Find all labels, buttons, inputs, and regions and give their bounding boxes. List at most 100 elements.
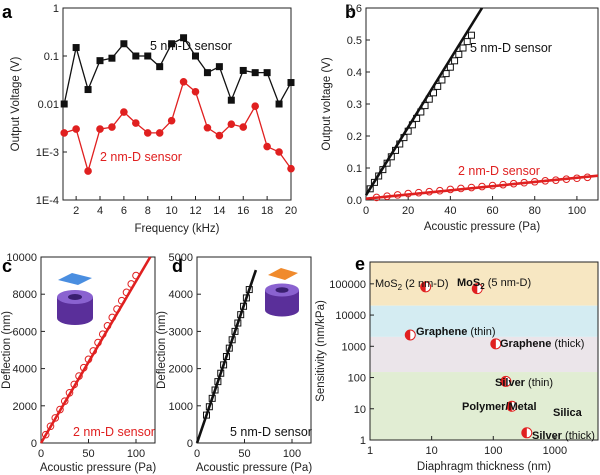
data-point-circle	[251, 102, 259, 110]
data-point-square	[429, 89, 437, 97]
panel-e-x-ticks: 1 10 100 1000	[367, 436, 567, 457]
data-point-circle	[113, 305, 121, 313]
data-point-circle	[372, 193, 381, 202]
data-point-square	[366, 185, 374, 193]
y-tick-label: 2000	[13, 401, 37, 413]
data-point-square	[404, 127, 412, 135]
data-point-square	[240, 302, 248, 310]
mos2-text: MoS	[375, 278, 398, 290]
panel-e-bands	[370, 262, 598, 440]
panel-a-annotation-5nm: 5 nm-D sensor	[150, 39, 232, 53]
data-point-half-fill	[500, 376, 506, 387]
x-tick-label: 12	[189, 205, 201, 217]
data-point-circle	[108, 123, 116, 131]
y-tick-label: 100000	[329, 279, 366, 291]
data-point-square	[168, 40, 176, 48]
data-point-square	[413, 114, 421, 122]
cylinder-membrane-icon	[57, 273, 93, 325]
data-point-circle	[179, 78, 188, 86]
data-point-square	[387, 153, 395, 161]
panel-d-y-ticks: 0 1000 2000 3000 4000 5000	[169, 252, 201, 450]
data-point-half-fill	[420, 281, 426, 292]
data-point-square	[446, 63, 454, 71]
y-tick-label: 6000	[13, 326, 37, 338]
data-point-circle	[446, 185, 455, 194]
panel-d: d 0 1000 2000 3000 4000 5000 0 50 100 Acoustic …	[156, 252, 312, 474]
background-band	[370, 372, 598, 440]
data-point-circle	[143, 129, 152, 137]
panel-e-y-label: Sensitivity (nm/kPa)	[315, 300, 327, 402]
y-tick-label: 1	[360, 435, 366, 447]
data-point-circle	[41, 430, 50, 439]
x-tick-label: 1000	[543, 445, 567, 457]
data-point-circle	[275, 148, 283, 156]
x-tick-label: 20	[285, 205, 297, 217]
y-tick-label: 0.1	[44, 51, 59, 63]
data-point-square	[400, 134, 408, 142]
panel-e-label-mos2-2nm: MoS2 (2 nm-D)	[375, 278, 449, 292]
silver-text: Silver	[532, 430, 563, 442]
data-point-square	[383, 159, 391, 167]
panel-a-x-ticks: 2 4 6 8 10 12 14 16 18 20	[73, 196, 297, 217]
panel-c-frame	[40, 256, 156, 444]
data-point-circle	[94, 338, 102, 347]
data-point-square	[72, 44, 80, 52]
background-band	[370, 262, 598, 306]
data-point-circle	[478, 182, 486, 191]
x-tick-label: 14	[213, 205, 225, 217]
data-point-circle	[108, 313, 117, 322]
panel-a-annotation-2nm: 2 nm-D sensor	[100, 150, 182, 164]
data-point-square	[225, 344, 233, 352]
data-point-circle	[239, 123, 248, 131]
panel-e-label-silica: Silica	[553, 407, 583, 419]
panel-e-points	[404, 281, 533, 439]
y-tick-label: 4000	[169, 289, 193, 301]
y-tick-label: 8000	[13, 289, 37, 301]
y-tick-label: 0	[31, 438, 37, 450]
data-point-square	[156, 63, 164, 71]
data-point-square	[231, 327, 239, 335]
x-tick-label: 40	[444, 205, 456, 217]
x-tick-label: 10	[426, 445, 438, 457]
panel-c-x-label: Acoustic pressure (Pa)	[40, 462, 156, 474]
panel-b-y-label: Output voltage (V)	[321, 57, 333, 150]
data-point-square	[392, 146, 400, 154]
data-point-square	[459, 44, 467, 52]
data-point-square	[287, 79, 295, 87]
data-point-square	[120, 40, 128, 48]
data-point-square	[467, 31, 475, 39]
y-tick-label: 1E-3	[36, 147, 59, 159]
mos2-subscript: 2	[480, 282, 485, 291]
data-point-circle	[98, 330, 107, 338]
thick-text: (thick)	[562, 430, 595, 442]
y-tick-label: 0.2	[347, 131, 362, 143]
panel-a-label: a	[2, 2, 13, 22]
y-tick-label: 0.4	[347, 67, 362, 79]
panel-d-frame	[196, 256, 312, 444]
data-point-square	[451, 57, 459, 65]
y-tick-label: 100	[348, 373, 366, 385]
data-point-square	[203, 411, 210, 419]
data-point-square	[237, 311, 245, 319]
data-point-square	[228, 336, 236, 344]
data-point-circle	[562, 175, 571, 183]
panel-e-label: e	[355, 254, 365, 274]
data-point-circle	[520, 178, 528, 187]
data-point-circle	[488, 181, 497, 190]
panel-e-label-graphene-thin: Graphene (thin)	[416, 326, 495, 338]
data-point-square	[263, 69, 271, 77]
panel-e-y-ticks: 1 10 100 1000 10000 100000	[329, 279, 374, 447]
fit-line	[364, 7, 484, 196]
data-point-half-fill	[472, 283, 478, 294]
panel-e-frame	[369, 261, 599, 441]
data-point-circle	[60, 129, 68, 137]
data-point-circle	[56, 405, 64, 414]
data-point-circle	[167, 116, 176, 125]
data-point-square	[463, 38, 471, 46]
x-tick-label: 80	[529, 205, 541, 217]
panel-b: b 0.0 0.1 0.2 0.3 0.4 0.5 0.6 0 20 40 60 80 100 Aco…	[321, 2, 599, 233]
data-point-circle	[583, 173, 592, 182]
data-point-circle	[530, 177, 539, 186]
data-point-circle	[79, 363, 88, 372]
